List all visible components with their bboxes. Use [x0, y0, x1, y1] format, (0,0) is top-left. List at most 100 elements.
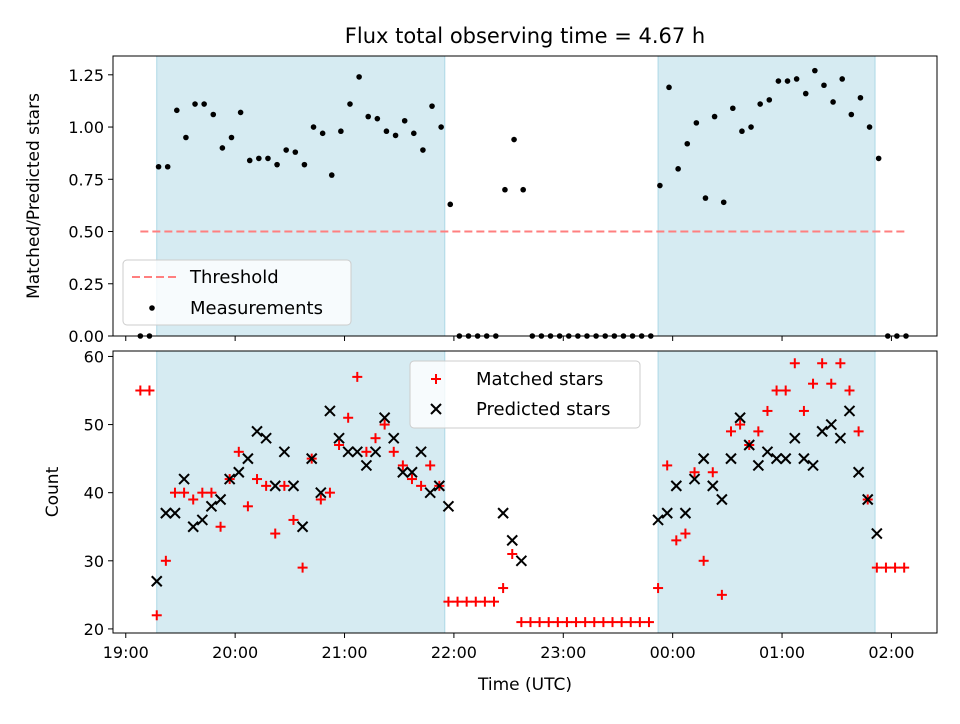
matched-star-point [206, 487, 217, 498]
predicted-star-point [169, 507, 181, 519]
matched-star-point [242, 501, 253, 512]
predicted-star-point [770, 452, 783, 465]
matched-star-point [534, 617, 545, 628]
matched-star-point [489, 596, 500, 607]
measurement-point [164, 163, 171, 170]
matched-star-point [561, 617, 572, 628]
measurement-point [256, 155, 262, 162]
measurement-point [766, 97, 773, 103]
measurement-point [775, 78, 782, 84]
measurement-point [720, 199, 727, 206]
measurement-point [410, 130, 417, 137]
matched-star-point [361, 446, 372, 457]
measurement-point [310, 124, 317, 130]
measurement-point [237, 109, 244, 116]
predicted-star-point [315, 486, 327, 499]
predicted-stars-points [151, 405, 883, 587]
measurement-point [356, 74, 362, 80]
matched-star-point [607, 617, 618, 628]
predicted-star-point [160, 507, 172, 519]
matched-star-point [297, 562, 308, 573]
matched-star-point [817, 358, 828, 369]
predicted-star-point [825, 418, 837, 431]
top-y-tick-label: 0.50 [68, 223, 104, 242]
predicted-star-point [707, 480, 719, 492]
top-panel: 0.00 0.25 0.50 0.75 1.00 1.25 Flux total obse… [24, 24, 938, 346]
predicted-star-point [515, 555, 528, 567]
matched-star-point [726, 426, 736, 437]
bottom-x-tick-label: 21:00 [321, 643, 367, 662]
predicted-star-point [378, 412, 391, 424]
measurement-point [657, 182, 663, 189]
measurement-point [793, 76, 800, 82]
predicted-star-point [151, 575, 163, 587]
measurement-point [711, 113, 718, 120]
measurement-point [383, 128, 390, 135]
matched-star-point [616, 617, 627, 628]
predicted-star-point [442, 500, 455, 513]
measurement-point [675, 166, 681, 172]
measurement-point [265, 155, 271, 162]
measurement-point [365, 113, 372, 120]
matched-star-point [762, 405, 773, 416]
matched-star-point [835, 358, 846, 369]
predicted-star-point [716, 493, 728, 506]
matched-star-point [352, 371, 363, 382]
predicted-star-point [697, 452, 710, 465]
matched-star-point [643, 617, 654, 628]
top-x-ticks [125, 336, 892, 341]
predicted-star-point [661, 507, 673, 519]
top-y-tick-label: 0.25 [68, 275, 104, 294]
measurement-point [347, 101, 353, 107]
matched-star-point [580, 617, 591, 628]
matched-star-point [680, 528, 691, 539]
matched-star-point [516, 617, 527, 628]
matched-star-point [753, 426, 764, 437]
measurement-point [374, 115, 381, 122]
bottom-x-tick-label: 22:00 [431, 643, 477, 662]
predicted-star-point [214, 493, 227, 506]
bottom-shaded-regions [156, 351, 876, 633]
measurement-point [392, 132, 399, 139]
predicted-star-point [789, 432, 801, 444]
bottom-x-ticks: 19:00 20:00 21:00 22:00 23:00 00:00 01:00 02:00 [103, 633, 914, 662]
measurement-point [830, 99, 836, 105]
predicted-star-point [807, 459, 819, 472]
matched-star-point [890, 562, 901, 573]
bottom-y-tick-label: 20 [84, 620, 104, 639]
measurement-point [155, 163, 162, 170]
legend-predicted-swatch [430, 403, 442, 415]
matched-star-point [452, 596, 463, 607]
bottom-y-tick-label: 60 [84, 347, 104, 366]
measurement-point [784, 78, 791, 84]
matched-star-point [370, 433, 381, 444]
predicted-star-point [497, 507, 509, 519]
predicted-star-point [506, 534, 518, 547]
predicted-star-point [205, 500, 218, 513]
bottom-x-tick-label: 19:00 [103, 643, 149, 662]
matched-star-point [324, 487, 335, 498]
measurement-point [429, 103, 435, 109]
matched-star-point [662, 460, 673, 471]
measurement-point [319, 130, 326, 137]
predicted-star-point [415, 446, 427, 458]
predicted-star-point [287, 480, 300, 492]
predicted-star-point [196, 514, 209, 526]
matched-star-point [871, 562, 882, 573]
matched-star-point [288, 514, 299, 525]
measurement-point [228, 134, 235, 141]
bottom-legend-box [409, 360, 641, 429]
matched-star-point [735, 419, 746, 430]
bottom-y-axis-label: Count [43, 466, 63, 517]
matched-star-point [543, 617, 554, 628]
predicted-star-point [296, 521, 309, 533]
measurement-point [684, 140, 691, 147]
predicted-star-point [278, 446, 291, 458]
matched-star-point [698, 555, 709, 566]
measurements-points [137, 67, 909, 339]
top-y-tick-label: 0.75 [68, 170, 104, 189]
matched-star-point [498, 583, 509, 594]
matched-star-point [771, 385, 782, 396]
predicted-star-point [187, 521, 199, 533]
measurement-point [812, 67, 818, 74]
